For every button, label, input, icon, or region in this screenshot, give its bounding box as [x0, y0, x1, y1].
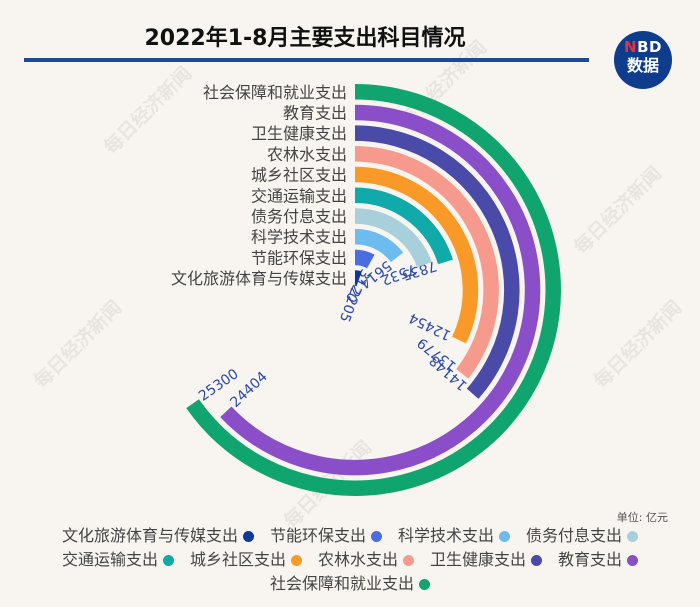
category-label: 节能环保支出 — [251, 248, 347, 267]
legend-row: 交通运输支出 城乡社区支出 农林水支出 卫生健康支出 教育支出 — [0, 548, 700, 572]
category-label: 社会保障和就业支出 — [203, 83, 347, 102]
legend-label: 卫生健康支出 — [430, 550, 527, 569]
legend-label: 节能环保支出 — [269, 526, 366, 545]
legend-label: 农林水支出 — [317, 550, 398, 569]
radial-bar — [354, 146, 499, 379]
legend-dot-icon — [242, 531, 254, 542]
value-label: 2205 — [336, 285, 363, 324]
legend-item[interactable]: 交通运输支出 — [62, 548, 174, 572]
legend-item[interactable]: 文化旅游体育与传媒支出 — [62, 524, 254, 548]
legend-label: 城乡社区支出 — [189, 550, 286, 569]
category-label: 农林水支出 — [267, 145, 347, 164]
legend-dot-icon — [162, 555, 174, 566]
legend-item[interactable]: 节能环保支出 — [270, 524, 382, 548]
legend-dot-icon — [403, 555, 414, 566]
legend-label: 文化旅游体育与传媒支出 — [61, 526, 238, 545]
legend-item[interactable]: 债务付息支出 — [526, 524, 639, 548]
legend-label: 债务付息支出 — [526, 526, 623, 545]
radial-bar — [354, 125, 520, 399]
legend-dot-icon — [627, 531, 639, 542]
unit-label: 单位: 亿元 — [616, 511, 668, 524]
category-label: 文化旅游体育与传媒支出 — [171, 269, 347, 288]
legend-label: 社会保障和就业支出 — [269, 574, 414, 593]
legend-item[interactable]: 卫生健康支出 — [430, 548, 543, 572]
legend-label: 科学技术支出 — [398, 526, 495, 545]
legend-row: 文化旅游体育与传媒支出 节能环保支出 科学技术支出 债务付息支出 — [0, 524, 700, 548]
value-label: 12454 — [407, 309, 454, 343]
legend-dot-icon — [531, 555, 543, 566]
radial-bar — [354, 166, 479, 344]
chart-title: 2022年1-8月主要支出科目情况 — [144, 26, 466, 51]
title-underline — [24, 58, 589, 62]
radial-bar — [354, 187, 453, 265]
nbd-logo: NBD 数据 — [614, 31, 672, 89]
legend-item[interactable]: 城乡社区支出 — [190, 548, 302, 572]
category-label: 科学技术支出 — [251, 228, 347, 247]
chart-legend: 文化旅游体育与传媒支出 节能环保支出 科学技术支出 债务付息支出交通运输支出 城乡社区支… — [0, 524, 700, 596]
radial-bar — [354, 228, 404, 263]
legend-dot-icon — [371, 531, 382, 542]
radial-bar — [354, 270, 362, 287]
logo-data-text: 数据 — [626, 56, 659, 75]
legend-dot-icon — [419, 579, 430, 590]
logo-n: N — [624, 38, 638, 56]
logo-bd: BD — [637, 38, 662, 56]
radial-bar — [354, 208, 432, 268]
legend-dot-icon — [499, 531, 511, 542]
category-label: 卫生健康支出 — [251, 124, 347, 143]
radial-bar — [354, 249, 375, 269]
legend-label: 交通运输支出 — [61, 550, 158, 569]
legend-item[interactable]: 农林水支出 — [318, 548, 414, 572]
legend-dot-icon — [627, 555, 639, 566]
legend-item[interactable]: 教育支出 — [558, 548, 639, 572]
radial-bar — [220, 104, 541, 476]
category-label: 城乡社区支出 — [251, 166, 347, 185]
radial-bar — [186, 84, 561, 496]
legend-item[interactable]: 科学技术支出 — [398, 524, 511, 548]
legend-item[interactable]: 社会保障和就业支出 — [270, 572, 430, 596]
legend-dot-icon — [290, 555, 302, 566]
category-label: 教育支出 — [283, 103, 347, 122]
category-label: 债务付息支出 — [251, 207, 347, 226]
legend-row: 社会保障和就业支出 — [0, 572, 700, 596]
legend-label: 教育支出 — [558, 550, 623, 569]
category-label: 交通运输支出 — [251, 186, 347, 205]
